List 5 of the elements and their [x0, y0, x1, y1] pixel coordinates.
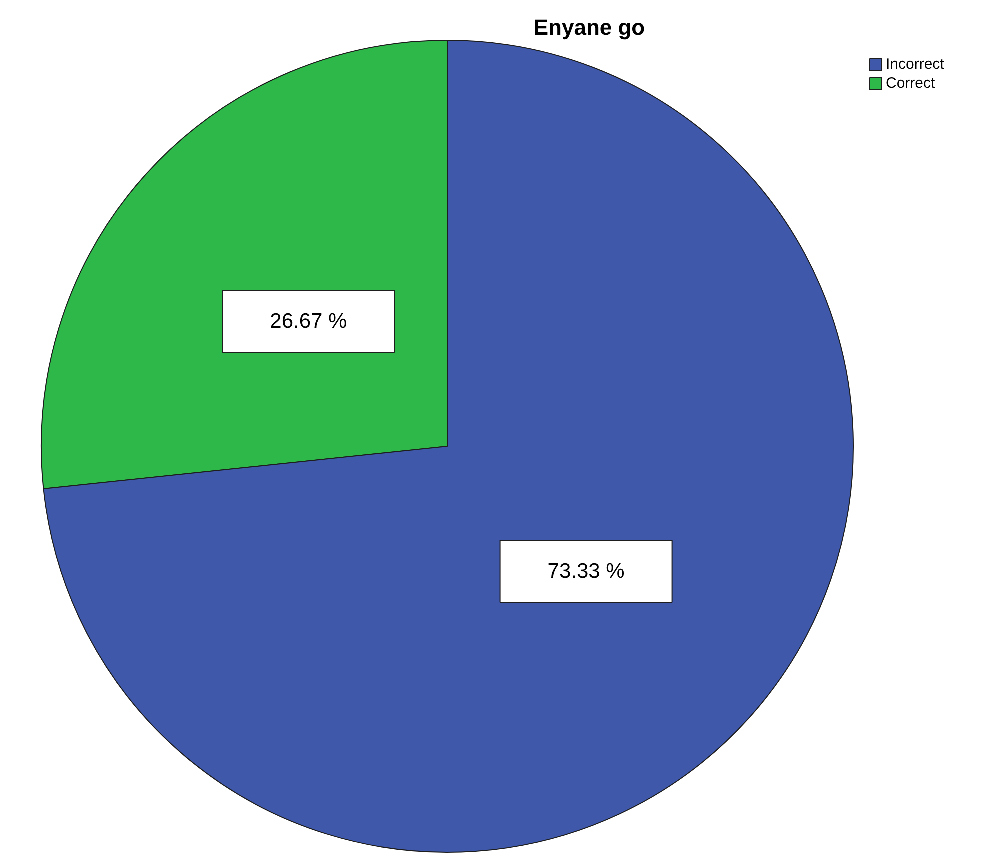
chart-title: Enyane go	[534, 15, 646, 40]
data-label: 26.67 %	[270, 310, 348, 334]
legend-label: Correct	[886, 75, 936, 92]
data-label: 73.33 %	[548, 560, 625, 583]
legend-label: Incorrect	[886, 56, 944, 73]
